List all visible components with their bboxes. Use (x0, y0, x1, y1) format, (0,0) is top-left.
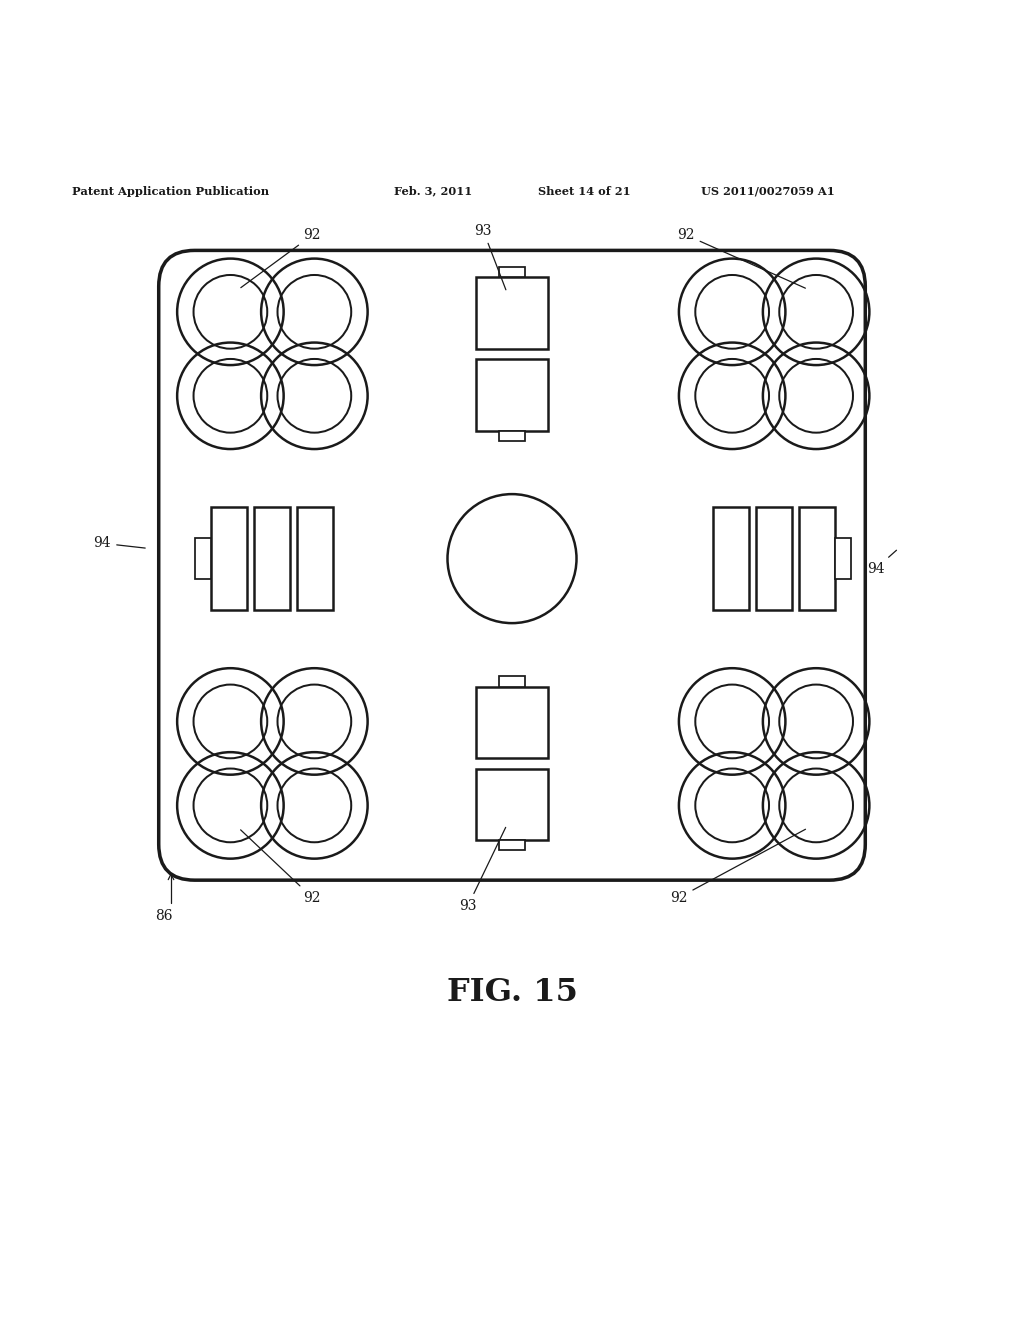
Text: 86: 86 (155, 874, 174, 923)
Text: 92: 92 (241, 228, 322, 288)
Bar (799, 507, 836, 610)
Text: Patent Application Publication: Patent Application Publication (72, 186, 269, 197)
Bar (756, 507, 793, 610)
Bar (500, 430, 524, 441)
Text: 93: 93 (474, 224, 506, 290)
Bar (476, 768, 548, 841)
Bar (298, 507, 334, 610)
Bar (212, 507, 248, 610)
Text: 94: 94 (866, 550, 896, 576)
Bar (713, 507, 750, 610)
Text: Sheet 14 of 21: Sheet 14 of 21 (538, 186, 630, 197)
Bar (476, 686, 548, 758)
Bar (836, 539, 852, 579)
Text: 92: 92 (670, 829, 806, 904)
Text: 92: 92 (677, 228, 806, 288)
Text: 94: 94 (93, 536, 145, 550)
Bar (500, 267, 524, 277)
Bar (255, 507, 291, 610)
Bar (476, 277, 548, 348)
FancyBboxPatch shape (159, 251, 865, 880)
Bar (476, 359, 548, 430)
Bar (195, 539, 212, 579)
Text: 93: 93 (459, 828, 506, 912)
Text: 92: 92 (241, 830, 322, 904)
Bar (500, 841, 524, 850)
Bar (500, 676, 524, 686)
Text: Feb. 3, 2011: Feb. 3, 2011 (394, 186, 472, 197)
Text: FIG. 15: FIG. 15 (446, 977, 578, 1008)
Text: US 2011/0027059 A1: US 2011/0027059 A1 (701, 186, 836, 197)
